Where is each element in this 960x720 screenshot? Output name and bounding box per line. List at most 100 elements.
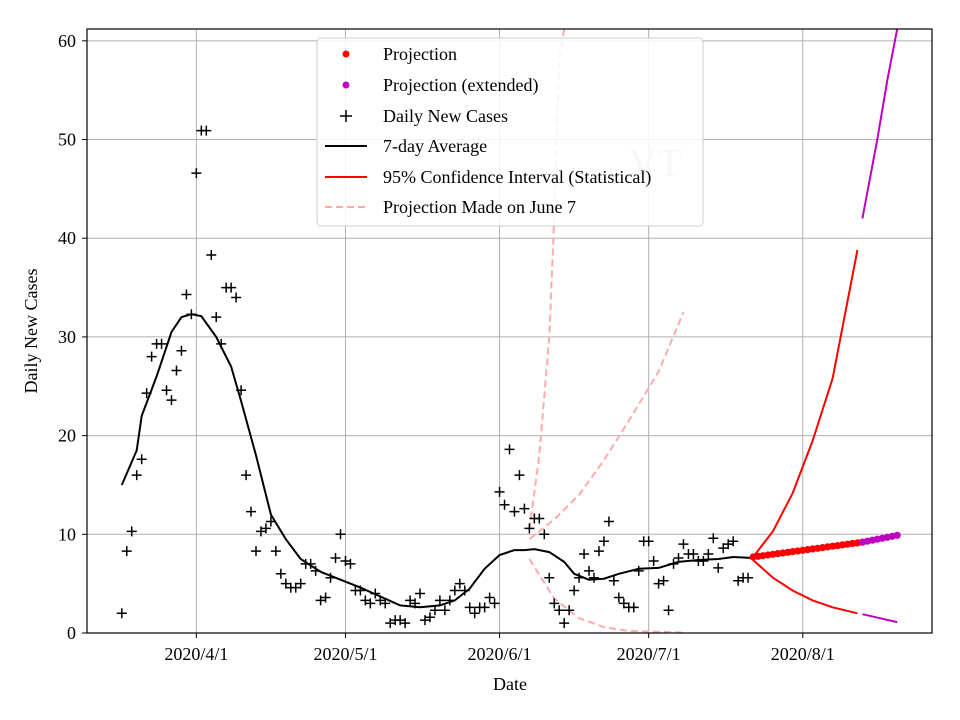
daily-cases-point: [589, 572, 599, 583]
y-tick-label: 40: [58, 228, 76, 248]
legend-box: [316, 37, 704, 227]
daily-cases-point: [270, 546, 281, 557]
daily-cases-point: [469, 608, 480, 619]
x-tick-label: 2020/5/1: [313, 644, 377, 664]
daily-cases-point: [658, 575, 669, 586]
daily-cases-point: [549, 598, 560, 609]
daily-cases-point: [464, 602, 475, 613]
daily-cases-point: [628, 602, 639, 613]
daily-cases-point: [116, 608, 127, 619]
y-axis-label: Daily New Cases: [21, 269, 41, 394]
ci-extended-lower-line: [862, 613, 898, 624]
daily-cases-point: [519, 503, 530, 514]
daily-cases-point: [310, 565, 321, 576]
ci-extended-upper-line: [861, 29, 899, 219]
daily-cases-point: [439, 605, 450, 616]
daily-cases-point: [365, 598, 376, 609]
daily-cases-point: [489, 598, 500, 609]
daily-cases-point: [484, 592, 495, 603]
daily-cases-point: [613, 592, 624, 603]
daily-cases-point: [648, 555, 659, 566]
daily-cases-point: [295, 578, 306, 589]
daily-cases-point: [161, 385, 172, 396]
x-tick-label: 2020/4/1: [164, 644, 228, 664]
daily-cases-point: [211, 312, 222, 323]
daily-cases-point: [325, 572, 336, 583]
daily-cases-point: [131, 470, 142, 481]
x-axis-label: Date: [493, 674, 527, 694]
daily-cases-point: [201, 125, 212, 136]
seven-day-average-line: [120, 313, 754, 609]
daily-cases-point: [678, 539, 689, 550]
daily-cases-point: [156, 338, 167, 349]
daily-cases-point: [146, 351, 157, 362]
daily-cases-point: [136, 454, 147, 465]
daily-cases-point: [246, 506, 257, 517]
daily-cases-point: [524, 523, 535, 534]
daily-cases-point: [305, 558, 316, 569]
legend-label-projection-extended: Projection (extended): [383, 75, 538, 96]
daily-cases-point: [713, 562, 724, 573]
daily-cases-point: [330, 552, 341, 563]
daily-cases-point: [231, 292, 242, 303]
legend-label-confidence-interval: 95% Confidence Interval (Statistical): [383, 167, 651, 188]
daily-cases-point: [265, 516, 276, 527]
daily-cases-point: [126, 526, 137, 537]
daily-cases-point: [415, 588, 426, 599]
daily-cases-point: [275, 568, 286, 579]
daily-cases-point: [400, 618, 411, 629]
daily-cases-point: [335, 529, 346, 540]
plot-frame: [86, 28, 933, 634]
daily-cases-point: [370, 588, 381, 599]
daily-cases-point: [703, 549, 714, 560]
axis-ticks: 2020/4/1 2020/5/1 2020/6/1 2020/7/1 2020/8/1…: [58, 31, 835, 664]
legend-label-june7-projection: Projection Made on June 7: [383, 197, 576, 217]
ci-upper-line: [752, 249, 859, 558]
daily-cases-point: [728, 536, 739, 547]
daily-cases-point: [673, 552, 684, 563]
daily-cases-point: [186, 309, 197, 320]
daily-cases-point: [260, 523, 271, 534]
daily-cases-point: [176, 345, 187, 356]
daily-cases-point: [191, 168, 202, 179]
daily-cases-point: [743, 572, 754, 583]
daily-cases-point: [380, 598, 391, 609]
daily-cases-point: [708, 533, 719, 544]
x-tick-label: 2020/7/1: [617, 644, 681, 664]
daily-cases-point: [698, 555, 709, 566]
x-tick-label: 2020/8/1: [771, 644, 835, 664]
daily-cases-point: [603, 516, 614, 527]
daily-cases-point: [593, 546, 604, 557]
daily-cases-point: [454, 578, 465, 589]
legend-label-daily-cases: Daily New Cases: [383, 106, 508, 126]
daily-cases-point: [643, 536, 654, 547]
y-tick-label: 50: [58, 130, 76, 150]
daily-cases-point: [171, 365, 182, 376]
june7-projection-middle-line: [528, 311, 685, 540]
daily-cases-point: [121, 546, 132, 557]
daily-cases-point: [564, 605, 575, 616]
daily-cases-point: [688, 549, 699, 560]
daily-cases-point: [444, 595, 455, 606]
daily-cases-point: [584, 565, 595, 576]
daily-cases-point: [559, 618, 570, 629]
daily-cases-point: [608, 575, 619, 586]
daily-cases-point: [459, 585, 470, 596]
daily-cases-point: [320, 592, 331, 603]
daily-cases-point: [241, 470, 252, 481]
daily-cases-point: [544, 572, 555, 583]
daily-cases-point: [579, 549, 590, 560]
legend-marker-projection-extended: [342, 81, 350, 89]
legend-marker-daily-cases: [340, 110, 352, 122]
daily-cases-point: [424, 612, 435, 623]
daily-cases-point: [534, 513, 545, 524]
y-tick-label: 10: [58, 524, 76, 544]
daily-cases-point: [499, 499, 510, 510]
daily-cases-point: [181, 289, 192, 300]
daily-cases-point: [554, 605, 565, 616]
daily-cases-point: [345, 558, 356, 569]
legend: Projection Projection (extended) Daily N…: [316, 37, 704, 227]
projection-extended-point: [893, 531, 901, 539]
daily-cases-point: [633, 565, 644, 576]
